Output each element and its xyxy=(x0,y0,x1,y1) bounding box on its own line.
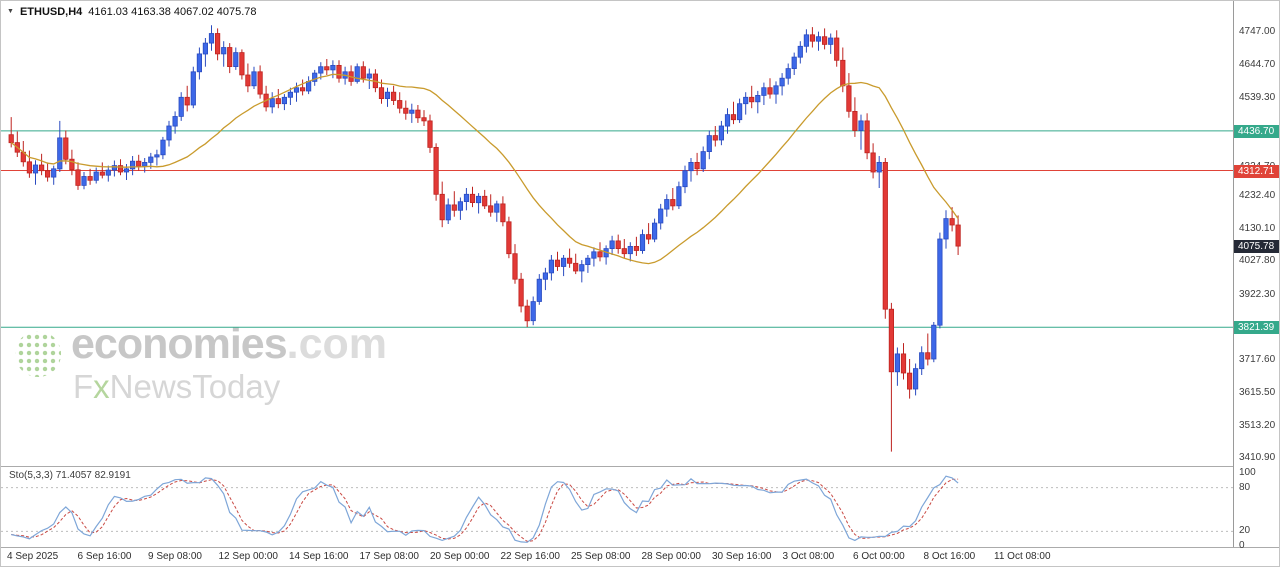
price-axis-tick: 3513.20 xyxy=(1239,419,1276,431)
stoch-main-line xyxy=(11,475,959,543)
panel-separator[interactable] xyxy=(1,466,1279,467)
time-axis-label: 14 Sep 16:00 xyxy=(289,551,349,562)
price-chart-canvas[interactable] xyxy=(1,1,1233,466)
price-axis-tick: 3717.60 xyxy=(1239,354,1276,366)
symbol-period-label: ETHUSD,H4 xyxy=(19,6,83,18)
indicator-label: Sto(5,3,3) 71.4057 82.9191 xyxy=(9,470,131,481)
time-axis-label: 6 Oct 00:00 xyxy=(853,551,905,562)
indicator-name: Sto(5,3,3) xyxy=(9,470,53,481)
price-axis-tick: 3922.30 xyxy=(1239,289,1276,301)
stoch-signal-line xyxy=(11,478,959,542)
time-axis-label: 20 Sep 00:00 xyxy=(430,551,490,562)
time-axis-label: 30 Sep 16:00 xyxy=(712,551,772,562)
level-price-badge: 4312.71 xyxy=(1234,164,1279,178)
chart-header: ▼ ETHUSD,H4 4161.03 4163.38 4067.02 4075… xyxy=(7,6,257,18)
price-axis-tick: 4539.30 xyxy=(1239,92,1276,104)
price-axis-tick: 4130.10 xyxy=(1239,222,1276,234)
watermark-sub-rest: NewsToday xyxy=(109,368,281,405)
time-axis-label: 25 Sep 08:00 xyxy=(571,551,631,562)
watermark-brand: economies xyxy=(71,320,288,368)
time-axis[interactable]: 4 Sep 2025 6 Sep 16:00 9 Sep 08:00 12 Sep 0… xyxy=(1,548,1279,566)
watermark-sub-pre: F xyxy=(73,368,94,405)
price-axis-tick: 3410.90 xyxy=(1239,452,1276,464)
level-lines-layer xyxy=(1,130,1233,328)
price-axis-tick: 4747.00 xyxy=(1239,25,1276,37)
price-axis-tick: 3615.50 xyxy=(1239,387,1276,399)
indicator-value-d: 82.9191 xyxy=(94,470,131,481)
time-axis-separator xyxy=(1,547,1279,548)
watermark-subbrand: FxNewsToday xyxy=(71,370,387,403)
symbol-dropdown-icon[interactable]: ▼ xyxy=(7,7,14,15)
time-axis-label: 22 Sep 16:00 xyxy=(500,551,561,562)
watermark-domain: .com xyxy=(286,320,388,368)
time-axis-label: 12 Sep 00:00 xyxy=(218,551,279,562)
time-axis-label: 4 Sep 2025 xyxy=(7,551,59,562)
candles-layer xyxy=(8,25,961,452)
time-axis-label: 6 Sep 16:00 xyxy=(77,551,132,562)
indicator-axis-tick: 80 xyxy=(1239,481,1251,493)
indicator-axis-tick: 100 xyxy=(1239,467,1256,478)
price-axis-tick: 4027.80 xyxy=(1239,255,1276,267)
time-axis-label: 3 Oct 08:00 xyxy=(782,551,835,562)
time-axis-label: 9 Sep 08:00 xyxy=(148,551,202,562)
indicator-value-k: 71.4057 xyxy=(55,470,92,481)
indicator-axis-tick: 20 xyxy=(1239,525,1251,537)
indicator-axis-tick: 0 xyxy=(1239,540,1245,551)
watermark-sub-x: x xyxy=(93,368,110,405)
time-axis-label: 11 Oct 08:00 xyxy=(994,551,1051,562)
economies-logo-icon xyxy=(15,331,61,377)
level-price-badge: 4436.70 xyxy=(1234,124,1279,138)
watermark: economies.com FxNewsToday xyxy=(15,323,387,403)
price-axis[interactable]: 4747.004644.704539.304324.704232.404130.… xyxy=(1233,1,1279,551)
ma-line xyxy=(10,73,959,265)
current-price-badge: 4075.78 xyxy=(1234,240,1279,254)
ohlc-readout: 4161.03 4163.38 4067.02 4075.78 xyxy=(88,6,257,18)
level-price-badge: 3821.39 xyxy=(1234,321,1279,335)
price-axis-tick: 4232.40 xyxy=(1239,190,1276,202)
time-axis-label: 8 Oct 16:00 xyxy=(923,551,976,562)
price-axis-tick: 4644.70 xyxy=(1239,58,1276,70)
stochastic-panel-canvas[interactable] xyxy=(1,467,1233,547)
time-axis-label: 17 Sep 08:00 xyxy=(359,551,420,562)
time-axis-label: 28 Sep 00:00 xyxy=(641,551,702,562)
